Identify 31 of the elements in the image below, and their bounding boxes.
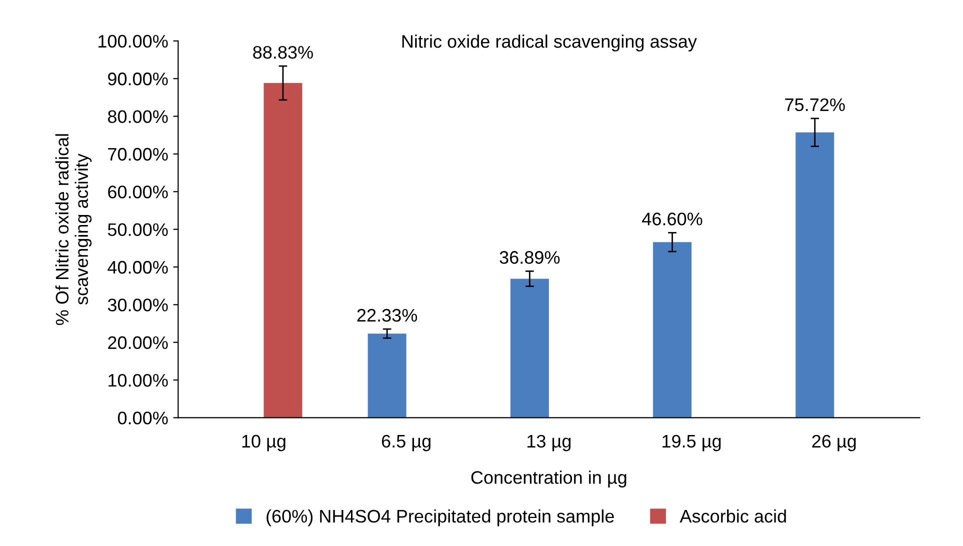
y-tick-label: 80.00% <box>108 110 168 124</box>
y-tick-label: 40.00% <box>108 260 168 274</box>
x-tick-label: 6.5 µg <box>382 434 430 452</box>
y-tick-label: 100.00% <box>98 34 168 48</box>
y-tick-label: 30.00% <box>108 298 168 312</box>
y-tick-label: 70.00% <box>108 148 168 161</box>
y-tick-label: 60.00% <box>108 186 168 198</box>
y-tick-label: 20.00% <box>108 336 168 350</box>
data-label: 88.83% <box>253 46 313 59</box>
x-tick-label: 13 µg <box>528 434 571 452</box>
legend-label: Ascorbic acid <box>680 509 786 523</box>
data-label: 36.89% <box>500 251 560 264</box>
x-axis-title: Concentration in µg <box>471 470 626 488</box>
data-label: 75.72% <box>785 98 845 112</box>
y-tick-label: 90.00% <box>108 72 168 86</box>
x-tick-label: 10 µg <box>242 434 286 452</box>
bar <box>368 334 406 418</box>
bar <box>653 242 692 418</box>
x-tick-label: 19.5 µg <box>662 434 721 452</box>
y-tick-label: 0.00% <box>118 412 168 424</box>
data-label: 22.33% <box>357 308 418 322</box>
bar <box>796 132 834 418</box>
bar <box>264 83 302 418</box>
y-axis-title: % Of Nitric oxide radical scavenging activity <box>55 134 92 325</box>
chart-title: Nitric oxide radical scavenging assay <box>402 34 697 52</box>
y-tick-label: 50.00% <box>108 223 168 236</box>
legend-label: (60%) NH4SO4 Precipitated protein sample <box>266 509 614 526</box>
bar <box>510 278 549 418</box>
y-tick-label: 10.00% <box>108 374 168 387</box>
data-label: 46.60% <box>642 212 702 226</box>
x-tick-label: 26 µg <box>812 434 856 452</box>
